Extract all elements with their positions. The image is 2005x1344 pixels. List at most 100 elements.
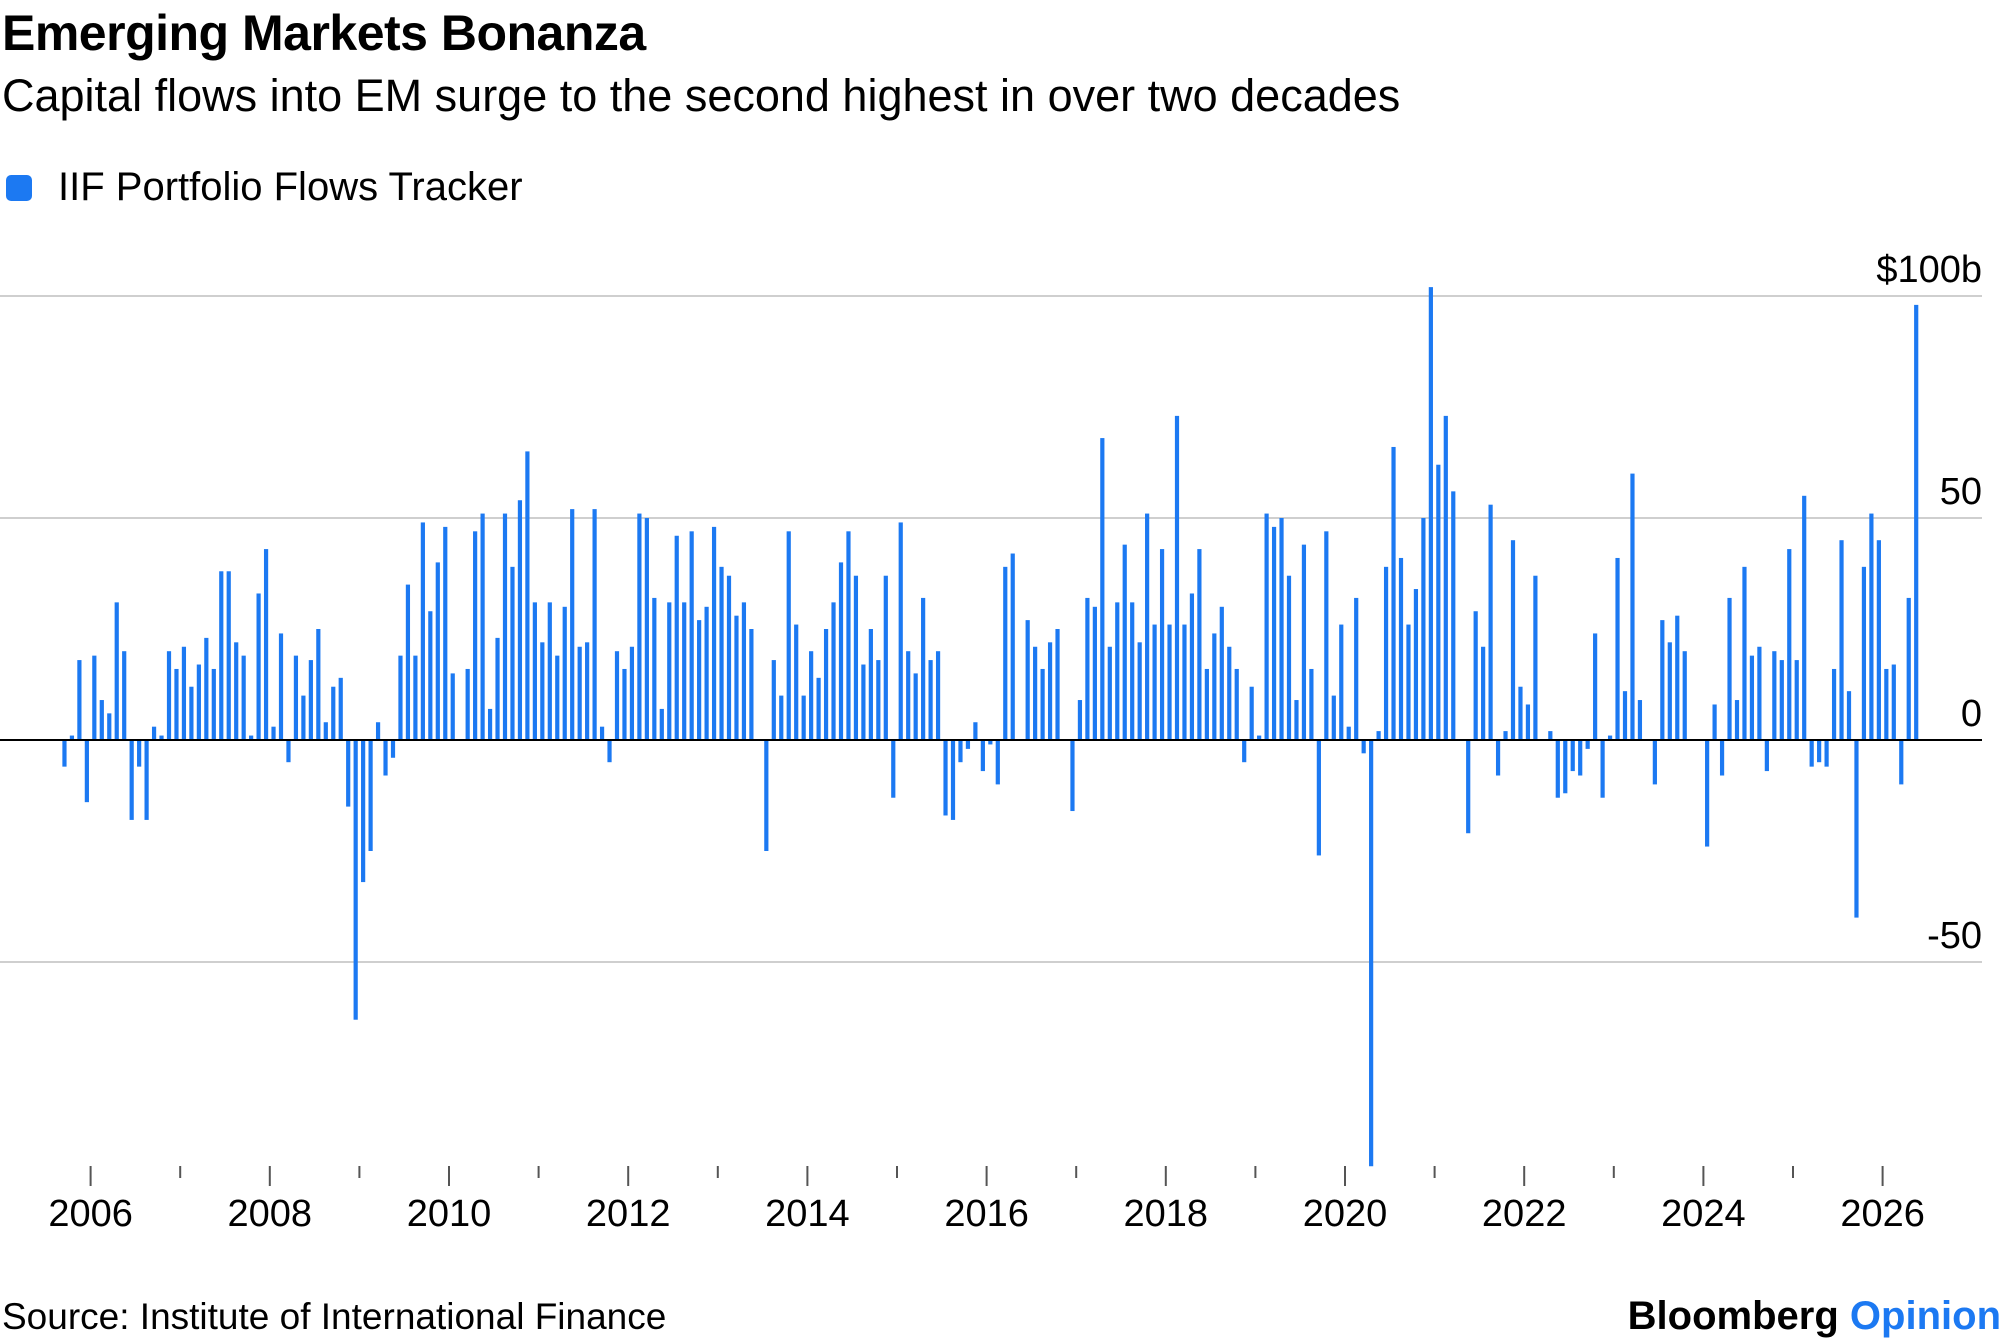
bar [107, 713, 112, 740]
bar [1719, 740, 1725, 776]
bar [331, 686, 336, 740]
bar [1876, 540, 1881, 740]
bar [1025, 620, 1030, 740]
bar [1615, 557, 1620, 740]
bar [413, 655, 418, 740]
bar [219, 571, 224, 740]
bar [1361, 740, 1366, 754]
bar [1548, 731, 1553, 740]
bar [652, 597, 657, 740]
x-tick-label: 2008 [228, 1193, 313, 1235]
bar [525, 451, 530, 740]
x-tick-label: 2020 [1303, 1193, 1388, 1235]
bar [1033, 646, 1038, 740]
axes: $100b 50 0 -50 2006 2008 2010 2012 2014 2016 2018 2… [0, 249, 1982, 1235]
bar [1189, 593, 1195, 740]
bar [84, 740, 89, 803]
bar [838, 562, 844, 740]
bar [487, 708, 493, 740]
bar [368, 740, 373, 851]
bar [1055, 629, 1060, 740]
bar [734, 615, 739, 740]
bar [622, 668, 627, 740]
brand-suffix: Opinion [1849, 1294, 2001, 1338]
bar [361, 740, 366, 883]
bar [592, 509, 597, 740]
bar [1264, 513, 1269, 740]
bar [435, 562, 440, 740]
brand-name: Bloomberg [1627, 1294, 1839, 1338]
y-tick-label: $100b [1876, 249, 1982, 291]
bar [950, 740, 956, 820]
bar [1585, 740, 1590, 749]
bar [585, 642, 590, 740]
bar [1682, 651, 1687, 740]
bar [831, 602, 836, 740]
bar [383, 740, 388, 776]
bar [338, 677, 343, 740]
chart-subtitle: Capital flows into EM surge to the secon… [2, 70, 1401, 121]
bar [1354, 597, 1359, 740]
bar [495, 637, 500, 740]
bar [935, 651, 941, 740]
source-note: Source: Institute of International Finan… [2, 1296, 667, 1337]
bar [249, 735, 254, 740]
bar [1481, 646, 1486, 740]
bar [1705, 740, 1710, 847]
bar [547, 602, 552, 740]
bar [898, 522, 903, 740]
bar [883, 575, 888, 740]
x-tick-label: 2012 [586, 1193, 671, 1235]
bar [876, 660, 881, 740]
bar [316, 629, 321, 740]
bar [1734, 700, 1740, 740]
bar [1398, 557, 1404, 740]
bar [868, 629, 873, 740]
bar [114, 602, 119, 740]
bar [1227, 646, 1232, 740]
bar [480, 513, 485, 740]
bar [465, 668, 470, 740]
bar [443, 526, 448, 740]
bar [1279, 518, 1284, 740]
bar [1421, 518, 1426, 740]
bar [1712, 704, 1717, 740]
y-tick-label: -50 [1927, 915, 1982, 957]
brand-logo: Bloomberg Opinion [1628, 1294, 2001, 1339]
bar [1884, 668, 1889, 740]
bar [99, 700, 104, 740]
bar [1846, 691, 1852, 740]
bar [1249, 686, 1254, 740]
bar [1607, 735, 1613, 740]
bar [555, 655, 560, 740]
bar [1316, 740, 1321, 856]
bar [1891, 664, 1896, 740]
bar [308, 660, 313, 740]
bar [1413, 589, 1419, 740]
bar [1495, 740, 1501, 776]
bar [1660, 620, 1665, 740]
bar [1861, 566, 1867, 740]
bar [697, 620, 702, 740]
bar [353, 740, 358, 1020]
bar [1451, 491, 1456, 740]
bar [921, 597, 926, 740]
bar [375, 722, 381, 740]
bar [1271, 526, 1277, 740]
legend-swatch [6, 174, 32, 201]
bar [1174, 415, 1180, 740]
bar [234, 642, 239, 740]
bar [1331, 695, 1336, 740]
bar [1077, 700, 1083, 740]
bar [151, 726, 157, 740]
bar [1324, 531, 1329, 740]
bar [1630, 473, 1635, 740]
bar [1749, 655, 1755, 740]
bar [704, 606, 709, 740]
x-tick-label: 2018 [1124, 1193, 1209, 1235]
bar [779, 695, 784, 740]
bar [823, 629, 829, 740]
bar [420, 522, 425, 740]
bar [913, 673, 918, 740]
bar [69, 735, 75, 740]
